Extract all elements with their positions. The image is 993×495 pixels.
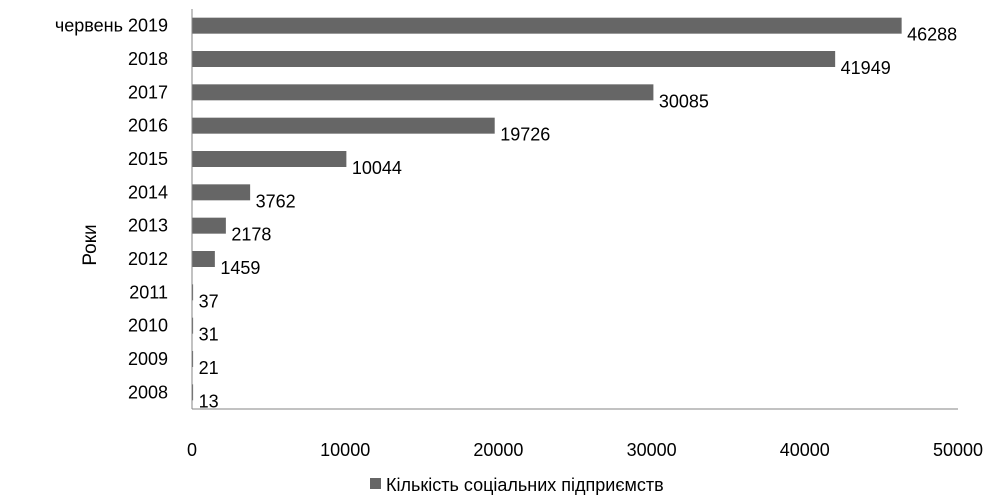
bar (192, 117, 495, 134)
data-label: 2178 (231, 225, 271, 245)
x-tick-label: 10000 (320, 440, 370, 460)
category-label: 2016 (128, 116, 168, 136)
y-axis-title: Роки (80, 224, 101, 265)
axes (191, 9, 958, 410)
bar (192, 84, 654, 101)
data-label: 3762 (256, 191, 296, 211)
bar (192, 384, 194, 401)
x-tick-label: 30000 (627, 440, 677, 460)
bar (192, 217, 226, 234)
category-label: 2008 (128, 382, 168, 402)
category-label: 2011 (129, 282, 168, 302)
bar (192, 17, 902, 34)
bar (192, 351, 194, 367)
bar (192, 284, 194, 301)
x-tick-label: 0 (187, 440, 197, 460)
legend-label: Кількість соціальних підприємств (386, 475, 664, 495)
x-tick-label: 50000 (933, 440, 983, 460)
bar (192, 51, 836, 67)
category-label: 2014 (128, 182, 168, 202)
category-label: 2010 (128, 316, 168, 336)
category-label: 2018 (128, 49, 168, 69)
data-label: 37 (199, 291, 219, 311)
data-label: 41949 (841, 58, 891, 78)
data-label: 10044 (352, 158, 402, 178)
legend-swatch (370, 478, 381, 489)
category-label: 2009 (128, 349, 168, 369)
bar (192, 184, 251, 201)
bar (192, 317, 194, 334)
category-label: 2012 (128, 249, 168, 269)
category-label: 2017 (128, 82, 168, 102)
x-tick-label: 20000 (473, 440, 523, 460)
x-tick-labels: 0 10000 20000 30000 40000 50000 (187, 440, 983, 460)
bar (192, 251, 215, 267)
data-label: 31 (199, 325, 219, 345)
category-labels: 2008 2009 2010 2011 2012 2013 2014 2015 2016 2017… (55, 16, 168, 403)
data-label: 1459 (220, 258, 260, 278)
data-label: 46288 (907, 25, 957, 45)
data-label: 19726 (500, 125, 550, 145)
data-label: 13 (199, 391, 219, 411)
category-label: червень 2019 (55, 16, 168, 36)
bars (192, 17, 902, 401)
x-tick-label: 40000 (780, 440, 830, 460)
data-label: 30085 (659, 91, 709, 111)
bar (192, 151, 347, 167)
data-label: 21 (199, 358, 219, 378)
category-label: 2015 (128, 149, 168, 169)
category-label: 2013 (128, 216, 168, 236)
legend: Кількість соціальних підприємств (370, 475, 664, 495)
